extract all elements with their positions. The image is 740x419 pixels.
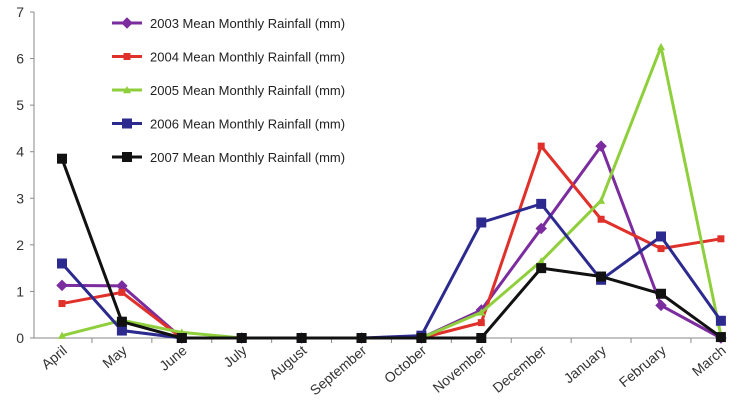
y-tick-label: 1	[16, 283, 24, 299]
x-tick-label-october: October	[381, 342, 430, 386]
data-point	[715, 332, 726, 343]
series-line	[60, 158, 722, 340]
data-point	[118, 288, 126, 296]
data-point	[56, 279, 68, 292]
data-point	[58, 331, 66, 339]
x-tick-label-may: May	[99, 342, 130, 371]
x-tick-label-september: September	[307, 342, 370, 398]
legend-layer: 2003 Mean Monthly Rainfall (mm) 2004 Mean…	[112, 16, 345, 165]
data-point	[537, 257, 546, 265]
legend-item-4: 2006 Mean Monthly Rainfall (mm)	[112, 117, 345, 132]
legend-marker	[122, 152, 132, 162]
data-point	[655, 299, 667, 312]
legend-item-3: 2005 Mean Monthly Rainfall (mm)	[112, 83, 345, 98]
y-tick-label: 0	[16, 330, 24, 346]
series-5	[57, 153, 726, 343]
legend-item-5: 2007 Mean Monthly Rainfall (mm)	[112, 150, 345, 165]
data-point	[116, 325, 127, 336]
data-point	[595, 140, 607, 152]
data-point	[656, 288, 666, 299]
legend-item-2: 2004 Mean Monthly Rainfall (mm)	[112, 50, 345, 65]
y-tick-label: 7	[16, 4, 24, 20]
data-point	[656, 231, 666, 242]
y-tick-label: 3	[16, 190, 24, 206]
series-4	[57, 198, 726, 343]
y-tick-label: 5	[16, 97, 24, 113]
series-1	[56, 140, 727, 344]
data-point	[116, 316, 127, 327]
x-tick-label-february: February	[616, 342, 669, 390]
legend-label: 2006 Mean Monthly Rainfall (mm)	[150, 117, 345, 132]
series-line	[61, 144, 722, 340]
legend-label: 2005 Mean Monthly Rainfall (mm)	[150, 83, 345, 98]
x-tick-label-november: November	[429, 342, 489, 396]
data-point	[416, 333, 427, 343]
legend-marker	[121, 17, 133, 29]
legend-marker	[123, 86, 131, 94]
data-point	[356, 333, 367, 343]
x-tick-label-july: July	[220, 342, 249, 370]
data-point	[537, 142, 545, 150]
data-point	[476, 333, 487, 343]
x-tick-label-august: August	[266, 342, 310, 382]
x-tick-label-april: April	[38, 342, 70, 372]
data-point	[236, 333, 247, 343]
data-point	[717, 235, 725, 243]
data-point	[296, 333, 307, 343]
data-point	[596, 271, 607, 282]
x-tick-label-june: June	[156, 342, 190, 374]
data-point	[477, 319, 485, 327]
x-tick-label-january: January	[561, 342, 609, 386]
legend-marker	[123, 53, 131, 60]
series-line	[61, 144, 722, 340]
data-point	[176, 333, 187, 343]
legend-label: 2003 Mean Monthly Rainfall (mm)	[150, 16, 345, 31]
data-point	[715, 315, 726, 326]
y-tick-label: 6	[16, 51, 24, 67]
data-point	[116, 280, 128, 292]
y-tick-label: 2	[16, 237, 24, 253]
data-point	[535, 222, 547, 235]
data-point	[57, 258, 67, 269]
legend-item-1: 2003 Mean Monthly Rainfall (mm)	[112, 16, 345, 31]
series-layer	[56, 42, 727, 344]
data-point	[597, 196, 606, 204]
data-point	[597, 215, 605, 223]
series-2	[58, 142, 725, 342]
x-tick-label-march: March	[689, 342, 729, 379]
legend-marker	[122, 118, 132, 129]
data-point	[657, 42, 665, 51]
data-point	[57, 153, 67, 164]
legend-label: 2004 Mean Monthly Rainfall (mm)	[150, 50, 345, 65]
data-point	[657, 245, 665, 253]
data-point	[536, 198, 547, 209]
data-point	[476, 217, 487, 228]
data-point	[477, 308, 486, 316]
x-tick-label-december: December	[489, 342, 549, 396]
data-point	[58, 300, 66, 308]
data-point	[536, 263, 547, 274]
legend-label: 2007 Mean Monthly Rainfall (mm)	[150, 150, 345, 165]
y-tick-label: 4	[16, 144, 24, 160]
